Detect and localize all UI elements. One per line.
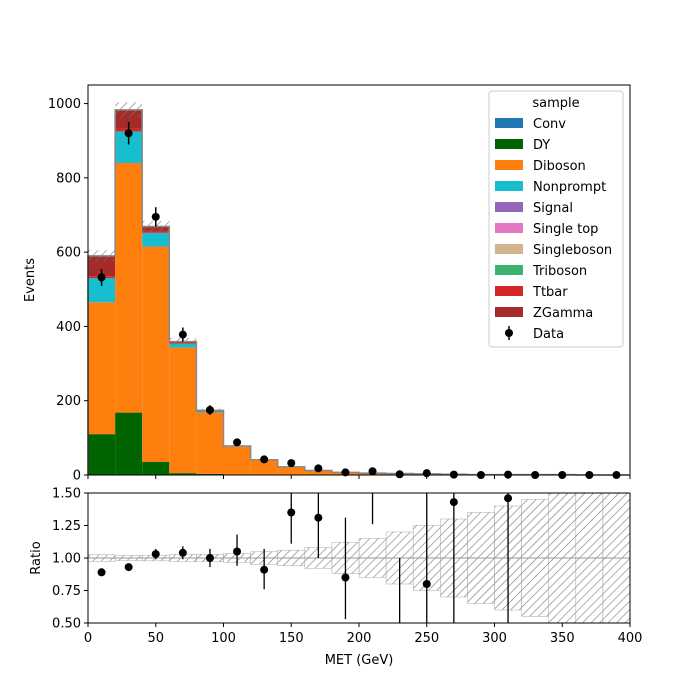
- bar-diboson-bin-1: [115, 163, 143, 413]
- legend-label-singleboson: Singleboson: [533, 243, 612, 258]
- ratio-point-12: [449, 498, 458, 507]
- ratio-point-6: [260, 565, 269, 574]
- ratio-point-0: [97, 568, 106, 577]
- legend-swatch-conv: [495, 118, 523, 128]
- main-ytick-label-400: 400: [56, 320, 81, 335]
- legend-label-zgamma: ZGamma: [533, 306, 593, 321]
- data-point-11: [395, 470, 404, 479]
- legend-label-triboson: Triboson: [532, 264, 587, 279]
- ratio-point-2: [151, 550, 160, 559]
- main-ylabel: Events: [23, 258, 38, 302]
- bar-nonprompt-bin-2: [142, 232, 170, 247]
- bar-dy-bin-1: [115, 412, 143, 475]
- ratio-ylabel: Ratio: [29, 541, 44, 574]
- legend-label-nonprompt: Nonprompt: [533, 180, 606, 195]
- bar-diboson-bin-6: [250, 459, 278, 475]
- bar-diboson-bin-3: [169, 347, 197, 474]
- data-point-1: [124, 129, 133, 138]
- main-ytick-label-1000: 1000: [48, 97, 81, 112]
- legend-swatch-ttbar: [495, 286, 523, 296]
- main-ytick-label-600: 600: [56, 246, 81, 261]
- ratio-point-1: [124, 563, 133, 572]
- legend-marker-dot-data: [505, 329, 513, 337]
- bar-nonprompt-bin-3: [169, 343, 197, 348]
- bar-dy-bin-3: [169, 473, 197, 475]
- data-point-5: [233, 438, 242, 447]
- legend-label-conv: Conv: [533, 117, 566, 132]
- legend-label-signal: Signal: [533, 201, 573, 216]
- legend-swatch-signal: [495, 202, 523, 212]
- bar-diboson-bin-7: [277, 466, 305, 475]
- data-point-7: [287, 459, 296, 468]
- legend-swatch-diboson: [495, 160, 523, 170]
- ratio-point-11: [422, 580, 431, 588]
- legend-swatch-single-top: [495, 223, 523, 233]
- ratio-xtick-label-250: 250: [414, 631, 439, 646]
- main-plot: 0 200 400 600 800 1000 Events: [23, 84, 631, 484]
- ratio-xtick-label-400: 400: [618, 631, 643, 646]
- bar-diboson-bin-5: [223, 446, 251, 475]
- ratio-ytick-label-2: 1.00: [52, 552, 81, 567]
- legend-swatch-dy: [495, 139, 523, 149]
- ratio-ytick-label-3: 1.25: [52, 519, 81, 534]
- ratio-xlabel: MET (GeV): [325, 653, 394, 668]
- main-ytick-label-800: 800: [56, 171, 81, 186]
- data-point-10: [368, 467, 377, 476]
- bar-diboson-bin-8: [304, 470, 332, 475]
- bar-diboson-bin-0: [88, 302, 116, 435]
- ratio-xtick-label-50: 50: [147, 631, 164, 646]
- legend: sample Conv DY Diboson Nonprompt Signal Single…: [488, 90, 624, 348]
- bar-dy-bin-4: [196, 473, 224, 475]
- ratio-point-9: [341, 573, 350, 582]
- data-point-8: [314, 464, 323, 473]
- main-ytick-label-0: 0: [73, 469, 81, 484]
- ratio-ytick-label-0: 0.50: [52, 617, 81, 632]
- main-ytick-label-200: 200: [56, 394, 81, 409]
- ratio-xtick-label-150: 150: [279, 631, 304, 646]
- legend-label-single-top: Single top: [533, 222, 598, 237]
- ratio-ytick-label-4: 1.50: [52, 487, 81, 502]
- bar-dy-bin-0: [88, 434, 116, 475]
- ratio-point-7: [287, 508, 296, 517]
- ratio-xtick-label-350: 350: [550, 631, 575, 646]
- ratio-xtick-label-300: 300: [482, 631, 507, 646]
- data-point-4: [205, 406, 214, 414]
- ratio-xtick-label-0: 0: [84, 631, 92, 646]
- ratio-point-5: [233, 547, 242, 556]
- ratio-point-3: [178, 548, 187, 557]
- ratio-point-13: [504, 494, 513, 503]
- bar-diboson-bin-2: [142, 246, 170, 462]
- legend-swatch-singleboson: [495, 244, 523, 254]
- data-point-6: [260, 455, 269, 464]
- ratio-point-8: [314, 513, 323, 522]
- data-point-2: [151, 212, 160, 221]
- ratio-xtick-label-100: 100: [211, 631, 236, 646]
- data-point-0: [97, 273, 106, 282]
- bar-dy-bin-2: [142, 462, 170, 475]
- legend-swatch-zgamma: [495, 307, 523, 317]
- legend-swatch-triboson: [495, 265, 523, 275]
- data-point-9: [341, 468, 350, 477]
- legend-swatch-nonprompt: [495, 181, 523, 191]
- legend-label-data: Data: [533, 327, 564, 342]
- ratio-xtick-label-200: 200: [347, 631, 372, 646]
- legend-label-diboson: Diboson: [533, 159, 586, 174]
- data-point-3: [178, 330, 187, 339]
- ratio-plot: 0.50 0.75 1.00 1.25 1.50 0 50 100 150 200 250 300 35…: [29, 487, 642, 669]
- legend-title: sample: [532, 96, 579, 111]
- ratio-point-4: [205, 554, 214, 562]
- legend-box: [488, 90, 624, 348]
- legend-label-ttbar: Ttbar: [532, 285, 568, 300]
- bar-diboson-bin-4: [196, 412, 224, 474]
- ratio-ytick-label-1: 0.75: [52, 584, 81, 599]
- legend-label-dy: DY: [533, 138, 550, 153]
